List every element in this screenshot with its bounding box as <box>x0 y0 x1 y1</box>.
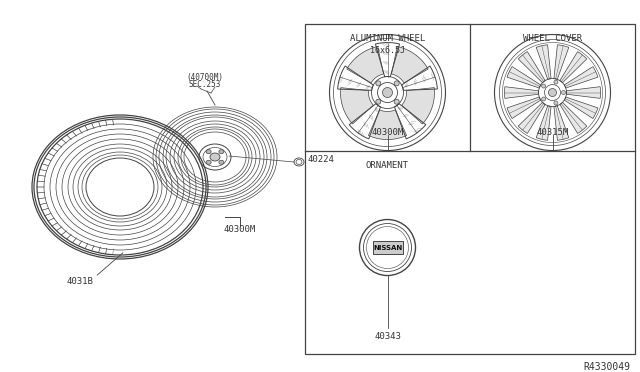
Polygon shape <box>518 52 545 83</box>
Text: 40224: 40224 <box>307 155 334 164</box>
Circle shape <box>376 81 381 86</box>
Polygon shape <box>518 102 545 134</box>
Ellipse shape <box>206 160 211 164</box>
Circle shape <box>541 97 546 101</box>
Text: 40315M: 40315M <box>536 128 568 137</box>
Polygon shape <box>347 46 383 83</box>
Polygon shape <box>536 45 551 79</box>
Text: WHEEL COVER: WHEEL COVER <box>523 34 582 43</box>
Polygon shape <box>504 87 539 98</box>
Bar <box>372 241 403 254</box>
Circle shape <box>548 89 557 96</box>
Text: ORNAMENT: ORNAMENT <box>366 161 409 170</box>
Circle shape <box>383 87 392 97</box>
Polygon shape <box>536 106 551 140</box>
Polygon shape <box>507 97 541 118</box>
Ellipse shape <box>206 150 211 154</box>
Text: 40300M: 40300M <box>224 225 256 234</box>
Circle shape <box>541 84 546 88</box>
Circle shape <box>394 81 399 86</box>
Polygon shape <box>392 46 428 83</box>
Ellipse shape <box>219 160 224 164</box>
Text: NISSAN: NISSAN <box>373 244 402 250</box>
Polygon shape <box>402 88 435 124</box>
Text: (40700M): (40700M) <box>186 73 223 82</box>
Ellipse shape <box>219 150 224 154</box>
Circle shape <box>554 80 558 84</box>
Circle shape <box>554 101 558 105</box>
Text: SEC.253: SEC.253 <box>189 80 221 89</box>
Circle shape <box>394 99 399 104</box>
Text: 40343: 40343 <box>374 332 401 341</box>
Ellipse shape <box>210 153 220 161</box>
Polygon shape <box>566 87 600 98</box>
Polygon shape <box>564 67 598 88</box>
Text: R4330049: R4330049 <box>583 362 630 372</box>
Circle shape <box>561 90 566 94</box>
Polygon shape <box>554 106 569 140</box>
Polygon shape <box>340 88 373 124</box>
Text: 4031B: 4031B <box>67 276 93 285</box>
Text: 40300M: 40300M <box>371 128 404 137</box>
Bar <box>305 24 635 354</box>
Text: 16x6.5J: 16x6.5J <box>370 46 405 55</box>
Polygon shape <box>507 67 541 88</box>
Polygon shape <box>369 110 406 140</box>
Polygon shape <box>564 97 598 118</box>
Polygon shape <box>560 52 587 83</box>
Polygon shape <box>554 45 569 79</box>
Circle shape <box>376 99 381 104</box>
Polygon shape <box>560 102 587 134</box>
Text: ALUMINUM WHEEL: ALUMINUM WHEEL <box>350 34 425 43</box>
